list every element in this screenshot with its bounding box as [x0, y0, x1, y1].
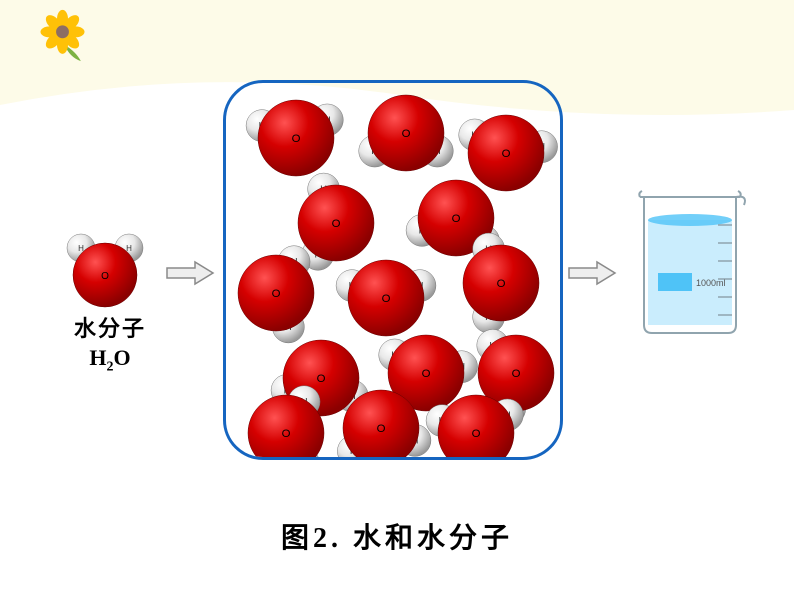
svg-text:O: O — [282, 428, 291, 440]
svg-text:O: O — [497, 278, 506, 290]
svg-text:O: O — [377, 423, 386, 435]
molecule-label: 水分子 H2O — [50, 315, 170, 376]
svg-text:O: O — [101, 271, 109, 282]
svg-text:O: O — [292, 133, 301, 145]
svg-text:O: O — [512, 368, 521, 380]
figure-caption: 图2. 水和水分子 — [0, 516, 794, 556]
arrow-left — [165, 260, 215, 286]
arrow-right — [567, 260, 617, 286]
molecule-cluster-box: HHOHHOHHOHHOHHOHHOHHOHHOHHOHHOHHOHHOHHOH… — [223, 80, 563, 460]
beaker: 1000ml — [630, 185, 750, 335]
svg-text:O: O — [452, 213, 461, 225]
svg-text:O: O — [332, 218, 341, 230]
svg-text:O: O — [272, 288, 281, 300]
formula-text: H2O — [50, 344, 170, 377]
svg-text:O: O — [402, 128, 411, 140]
molecule-name-text: 水分子 — [50, 315, 170, 344]
svg-text:1000ml: 1000ml — [696, 278, 726, 288]
svg-text:O: O — [422, 368, 431, 380]
svg-text:O: O — [382, 293, 391, 305]
svg-text:O: O — [502, 148, 511, 160]
single-water-molecule: HHO — [60, 230, 150, 310]
flower-icon — [35, 8, 90, 63]
svg-text:O: O — [317, 373, 326, 385]
diagram-content: HHO 水分子 H2O HHOHHOHHOHHOHHOHHOHHOHHOHHOH… — [0, 0, 794, 596]
svg-text:O: O — [472, 428, 481, 440]
